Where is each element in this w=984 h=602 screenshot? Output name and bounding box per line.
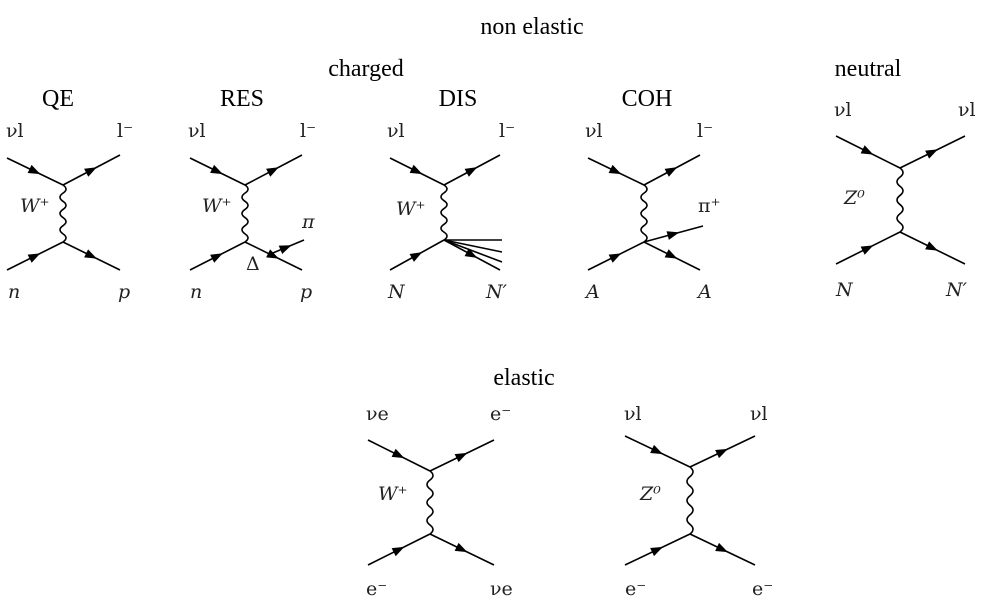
diagram-coh: νl l⁻ A A π⁺ bbox=[584, 120, 721, 303]
boson-propagator bbox=[440, 184, 448, 241]
qe-label-boson: W⁺ bbox=[20, 195, 50, 217]
incoming-lepton-arrow bbox=[608, 164, 622, 175]
res-label-top-left: νl bbox=[188, 120, 206, 142]
elnc-lines bbox=[624, 435, 756, 566]
res-label-pion: π bbox=[301, 211, 315, 233]
title-res: RES bbox=[220, 86, 264, 112]
elnc-label-bottom-right: e⁻ bbox=[752, 578, 773, 600]
incoming-lepton-arrow bbox=[650, 444, 663, 455]
diagram-res: νl l⁻ n p W⁺ π Δ bbox=[188, 120, 316, 303]
incoming-target-arrow bbox=[27, 253, 41, 263]
nc-lines bbox=[835, 135, 966, 265]
boson-propagator bbox=[686, 466, 694, 535]
nc-label-top-right: νl bbox=[958, 99, 976, 121]
dis-label-top-left: νl bbox=[387, 120, 405, 142]
qe-label-bottom-left: n bbox=[8, 281, 20, 303]
title-dis: DIS bbox=[439, 86, 478, 112]
elnc-label-top-right: νl bbox=[750, 403, 768, 425]
hadron-jet-line bbox=[443, 239, 503, 253]
outgoing-lepton-arrow bbox=[715, 448, 728, 459]
pion-arrow bbox=[666, 231, 680, 240]
incoming-target-arrow bbox=[391, 546, 405, 557]
hadron-jet-line bbox=[443, 239, 503, 263]
dis-lines bbox=[389, 154, 503, 271]
coh-label-bottom-left: A bbox=[584, 281, 600, 303]
diagram-neutral: νl νl N N′ Z⁰ bbox=[834, 99, 976, 301]
dis-label-bottom-right: N′ bbox=[485, 281, 508, 303]
res-label-top-right: l⁻ bbox=[300, 120, 316, 142]
qe-label-top-right: l⁻ bbox=[117, 120, 133, 142]
coh-label-bottom-right: A bbox=[696, 281, 712, 303]
diagram-elastic-charged: νe e⁻ e⁻ νe W⁺ bbox=[366, 403, 513, 600]
heading-elastic: elastic bbox=[493, 365, 554, 391]
outgoing-lepton-arrow bbox=[464, 167, 478, 177]
elnc-label-boson: Z⁰ bbox=[639, 483, 661, 505]
dis-label-bottom-left: N bbox=[387, 281, 406, 303]
nc-label-bottom-left: N bbox=[835, 279, 854, 301]
incoming-lepton-arrow bbox=[210, 164, 223, 175]
qe-label-top-left: νl bbox=[6, 120, 24, 142]
res-lines bbox=[189, 154, 305, 271]
coh-lines bbox=[587, 154, 704, 271]
boson-propagator bbox=[59, 184, 67, 243]
outgoing-target-arrow bbox=[84, 249, 97, 259]
elcc-label-top-left: νe bbox=[366, 403, 389, 425]
heading-non-elastic: non elastic bbox=[480, 14, 583, 40]
nc-label-top-left: νl bbox=[834, 99, 852, 121]
res-label-bottom-right: p bbox=[300, 281, 312, 303]
boson-propagator bbox=[241, 184, 249, 243]
elcc-label-boson: W⁺ bbox=[378, 483, 408, 505]
elnc-label-bottom-left: e⁻ bbox=[625, 578, 646, 600]
incoming-lepton-arrow bbox=[409, 164, 423, 175]
diagram-qe: νl l⁻ n p W⁺ bbox=[6, 120, 133, 303]
coh-label-top-right: l⁻ bbox=[697, 120, 713, 142]
nc-label-bottom-right: N′ bbox=[945, 279, 968, 301]
dis-label-top-right: l⁻ bbox=[499, 120, 515, 142]
outgoing-lepton-arrow bbox=[664, 167, 678, 177]
title-coh: COH bbox=[622, 86, 673, 112]
outgoing-target-arrow bbox=[464, 248, 478, 258]
boson-propagator bbox=[640, 184, 648, 243]
outgoing-lepton-arrow bbox=[454, 452, 468, 463]
elcc-label-bottom-right: νe bbox=[490, 578, 513, 600]
outgoing-lepton-arrow bbox=[925, 149, 938, 159]
incoming-target-arrow bbox=[608, 253, 622, 263]
heading-neutral: neutral bbox=[835, 56, 902, 82]
qe-lines bbox=[6, 154, 121, 271]
incoming-lepton-arrow bbox=[27, 164, 41, 175]
res-label-delta: Δ bbox=[246, 253, 260, 275]
dis-label-boson: W⁺ bbox=[396, 198, 426, 220]
res-label-bottom-left: n bbox=[190, 281, 202, 303]
outgoing-target-arrow bbox=[925, 241, 938, 251]
incoming-lepton-arrow bbox=[860, 145, 874, 155]
elcc-label-bottom-left: e⁻ bbox=[366, 578, 387, 600]
elcc-label-top-right: e⁻ bbox=[490, 403, 511, 425]
diagram-elastic-neutral: νl νl e⁻ e⁻ Z⁰ bbox=[624, 403, 773, 600]
incoming-target-arrow bbox=[210, 253, 223, 263]
boson-propagator bbox=[896, 167, 904, 233]
outgoing-target-arrow bbox=[664, 249, 678, 259]
elnc-label-top-left: νl bbox=[624, 403, 642, 425]
pion-arrow bbox=[278, 245, 292, 254]
incoming-target-arrow bbox=[860, 245, 874, 255]
title-qe: QE bbox=[42, 86, 74, 112]
boson-propagator bbox=[426, 470, 434, 535]
incoming-target-arrow bbox=[409, 252, 423, 262]
res-label-boson: W⁺ bbox=[202, 195, 232, 217]
outgoing-target-arrow bbox=[454, 542, 468, 553]
outgoing-lepton-arrow bbox=[266, 167, 279, 177]
nc-label-boson: Z⁰ bbox=[843, 187, 865, 209]
qe-label-bottom-right: p bbox=[118, 281, 130, 303]
diagram-dis: νl l⁻ N N′ W⁺ bbox=[387, 120, 515, 303]
elcc-lines bbox=[367, 439, 495, 566]
outgoing-target-arrow bbox=[715, 542, 728, 553]
incoming-lepton-arrow bbox=[391, 448, 405, 459]
incoming-target-arrow bbox=[650, 546, 663, 557]
coh-label-pion: π⁺ bbox=[698, 195, 721, 217]
coh-label-top-left: νl bbox=[585, 120, 603, 142]
heading-charged: charged bbox=[328, 56, 404, 82]
outgoing-lepton-arrow bbox=[84, 167, 97, 177]
